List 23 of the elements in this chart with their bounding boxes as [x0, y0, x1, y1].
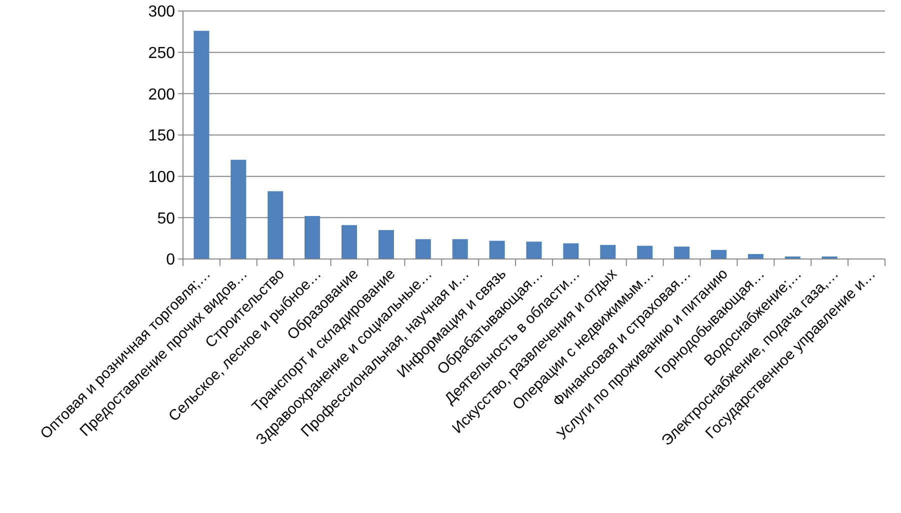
bar [378, 230, 394, 259]
bar [194, 30, 210, 259]
bar [710, 250, 726, 259]
bar [637, 246, 653, 259]
bar [600, 244, 616, 259]
bar [452, 239, 468, 259]
bar [563, 243, 579, 259]
bar [415, 239, 431, 259]
bar [268, 191, 284, 259]
y-tick-label: 100 [148, 168, 176, 186]
bar [489, 240, 505, 259]
y-tick-label: 250 [148, 44, 176, 62]
y-tick-label: 150 [148, 128, 176, 145]
bar [526, 242, 542, 259]
y-tick-label: 200 [148, 86, 176, 104]
y-tick-label: 300 [148, 4, 176, 21]
bar [674, 246, 690, 259]
bar [748, 254, 764, 259]
y-tick-label: 0 [166, 252, 176, 269]
y-tick-label: 50 [157, 210, 176, 228]
bar [230, 160, 246, 259]
bar [304, 216, 320, 259]
bar [342, 225, 358, 259]
